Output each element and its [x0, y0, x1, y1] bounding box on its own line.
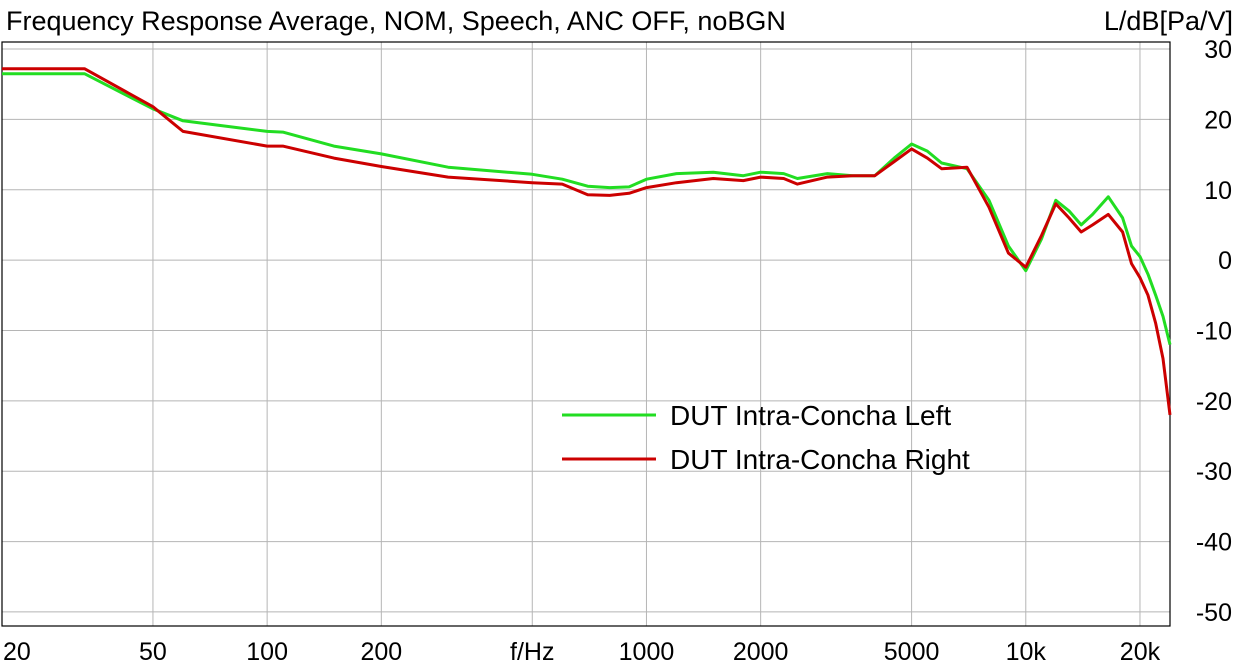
y-axis-label: L/dB[Pa/V] — [1104, 6, 1233, 36]
x-tick-label: 20 — [3, 638, 31, 666]
y-tick-label: -10 — [1196, 317, 1232, 345]
y-tick-label: 20 — [1204, 106, 1232, 134]
y-tick-label: -20 — [1196, 388, 1232, 416]
x-tick-label: 2000 — [733, 638, 789, 666]
legend-label-right: DUT Intra-Concha Right — [670, 444, 970, 475]
x-tick-label: 5000 — [884, 638, 940, 666]
y-tick-label: 0 — [1218, 247, 1232, 275]
grid-layer — [2, 42, 1170, 626]
series-line-left — [2, 72, 1172, 345]
plot-area — [1, 41, 1171, 627]
x-tick-label: 10k — [1006, 638, 1047, 666]
legend: DUT Intra-Concha Left DUT Intra-Concha Ri… — [562, 400, 970, 475]
x-tick-labels: 20 50 100 200 f/Hz 1000 2000 5000 10k 20k — [3, 638, 1161, 666]
x-tick-label: 50 — [139, 638, 167, 666]
series-line-right — [2, 67, 1172, 416]
y-tick-label: 30 — [1204, 36, 1232, 64]
x-tick-label: 1000 — [619, 638, 675, 666]
x-tick-label: 100 — [246, 638, 288, 666]
y-tick-label: -30 — [1196, 458, 1232, 486]
legend-label-left: DUT Intra-Concha Left — [670, 400, 951, 431]
chart-title: Frequency Response Average, NOM, Speech,… — [6, 6, 786, 36]
y-tick-label: -40 — [1196, 529, 1232, 557]
x-tick-label: f/Hz — [510, 638, 554, 666]
x-tick-label: 20k — [1120, 638, 1161, 666]
x-tick-label: 200 — [360, 638, 402, 666]
series-layer — [2, 67, 1172, 416]
y-tick-label: -50 — [1196, 599, 1232, 627]
y-tick-label: 10 — [1204, 177, 1232, 205]
y-tick-labels: 30 20 10 0 -10 -20 -30 -40 -50 — [1196, 36, 1232, 627]
